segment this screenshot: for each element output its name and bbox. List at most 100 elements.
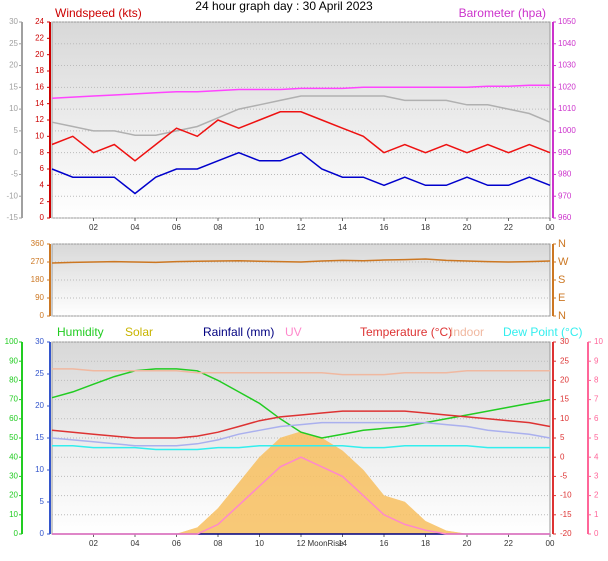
y-tick-label: -20 — [560, 529, 572, 538]
y-tick-label: 0 — [14, 148, 19, 157]
series-line — [51, 258, 551, 264]
y-tick-label: 4 — [40, 180, 45, 189]
y-tick-label: 990 — [558, 148, 572, 157]
y-tick-label: -5 — [11, 170, 19, 179]
y-tick-label: 15 — [35, 433, 44, 442]
axis-title: Barometer (hpa) — [459, 6, 546, 20]
y-tick-label: 1010 — [558, 104, 576, 113]
y-tick-label: 7 — [594, 395, 599, 404]
y-tick-label: 360 — [31, 239, 45, 248]
y-tick-label: 270 — [31, 257, 45, 266]
x-tick-label: 10 — [255, 223, 264, 232]
y-tick-label: 14 — [35, 99, 44, 108]
y-tick-label: 8 — [594, 376, 599, 385]
legend-entry: Temperature (°C) — [360, 325, 452, 339]
y-tick-label: 10 — [594, 337, 603, 346]
x-tick-label: 18 — [421, 223, 430, 232]
y-tick-label: 180 — [31, 275, 45, 284]
y-tick-label: 1050 — [558, 17, 576, 26]
legend-entry: Solar — [125, 325, 153, 339]
series-line — [51, 111, 551, 162]
y-tick-label: 9 — [594, 356, 599, 365]
axis-title: Windspeed (kts) — [55, 6, 142, 20]
y-tick-label: -10 — [560, 491, 572, 500]
y-tick-label: 8 — [40, 148, 45, 157]
y-tick-label: 40 — [9, 452, 18, 461]
y-tick-label: 10 — [35, 465, 44, 474]
y-tick-label: 50 — [9, 433, 18, 442]
x-tick-label: 02 — [89, 223, 98, 232]
y-tick-label: 90 — [9, 356, 18, 365]
y-tick-label: 30 — [9, 17, 18, 26]
y-tick-label: 1040 — [558, 39, 576, 48]
y-tick-label: -15 — [560, 510, 572, 519]
x-tick-label: 08 — [214, 223, 223, 232]
legend-entry: Dew Point (°C) — [503, 325, 582, 339]
legend-entry: Indoor — [450, 325, 484, 339]
y-tick-label: 30 — [9, 472, 18, 481]
y-tick-label: 20 — [35, 401, 44, 410]
series-line — [52, 444, 550, 451]
x-tick-label: 06 — [172, 539, 181, 548]
x-tick-label: 14 — [338, 539, 347, 548]
y-tick-label: 20 — [9, 491, 18, 500]
y-tick-label: 15 — [9, 82, 18, 91]
y-tick-label: 1000 — [558, 126, 576, 135]
x-tick-label: 04 — [131, 223, 140, 232]
y-tick-label: 10 — [9, 510, 18, 519]
y-tick-label: 16 — [35, 82, 44, 91]
y-tick-label: 1020 — [558, 82, 576, 91]
y-tick-label: 80 — [9, 376, 18, 385]
x-tick-label: 02 — [89, 539, 98, 548]
y-tick-label: 0 — [560, 452, 565, 461]
y-tick-label: 30 — [35, 337, 44, 346]
y-tick-label: 5 — [594, 433, 599, 442]
y-tick-label: 0 — [40, 213, 45, 222]
y-tick-label: 20 — [35, 50, 44, 59]
y-tick-label: -15 — [6, 213, 18, 222]
y-tick-label: 25 — [9, 39, 18, 48]
y-tick-label: N — [558, 238, 566, 250]
y-tick-label: 2 — [40, 197, 45, 206]
x-tick-label: 18 — [421, 539, 430, 548]
y-tick-label: 2 — [594, 491, 599, 500]
x-tick-label: 00 — [546, 539, 555, 548]
y-tick-label: 15 — [560, 395, 569, 404]
annotation: MoonRise — [308, 539, 345, 548]
x-tick-label: 16 — [380, 223, 389, 232]
y-tick-label: 10 — [560, 414, 569, 423]
y-tick-label: 10 — [35, 131, 44, 140]
x-tick-label: 22 — [504, 223, 513, 232]
y-tick-label: 3 — [594, 472, 599, 481]
y-tick-label: W — [558, 256, 569, 268]
y-tick-label: 1 — [594, 510, 599, 519]
y-tick-label: 60 — [9, 414, 18, 423]
x-tick-label: 08 — [214, 539, 223, 548]
x-tick-label: 06 — [172, 223, 181, 232]
y-tick-label: 6 — [40, 164, 45, 173]
y-tick-label: 5 — [40, 497, 45, 506]
series-line — [52, 456, 550, 535]
y-tick-label: 5 — [560, 433, 565, 442]
y-tick-label: 25 — [560, 356, 569, 365]
y-tick-label: 0 — [40, 529, 45, 538]
x-tick-label: 10 — [255, 539, 264, 548]
legend-entry: Rainfall (mm) — [203, 325, 274, 339]
series-line — [51, 421, 551, 447]
y-tick-label: 0 — [594, 529, 599, 538]
series-line — [51, 410, 551, 439]
graph-title: 24 hour graph day : 30 April 2023 — [195, 0, 373, 13]
y-tick-label: 20 — [9, 61, 18, 70]
y-tick-label: -10 — [6, 191, 18, 200]
y-tick-label: 10 — [9, 104, 18, 113]
y-tick-label: 12 — [35, 115, 44, 124]
y-tick-label: 970 — [558, 191, 572, 200]
legend-entry: Humidity — [57, 325, 104, 339]
y-tick-label: 980 — [558, 170, 572, 179]
y-tick-label: 25 — [35, 369, 44, 378]
x-tick-label: 16 — [380, 539, 389, 548]
series-line — [51, 151, 551, 195]
x-tick-label: 12 — [297, 223, 306, 232]
y-tick-label: 30 — [560, 337, 569, 346]
